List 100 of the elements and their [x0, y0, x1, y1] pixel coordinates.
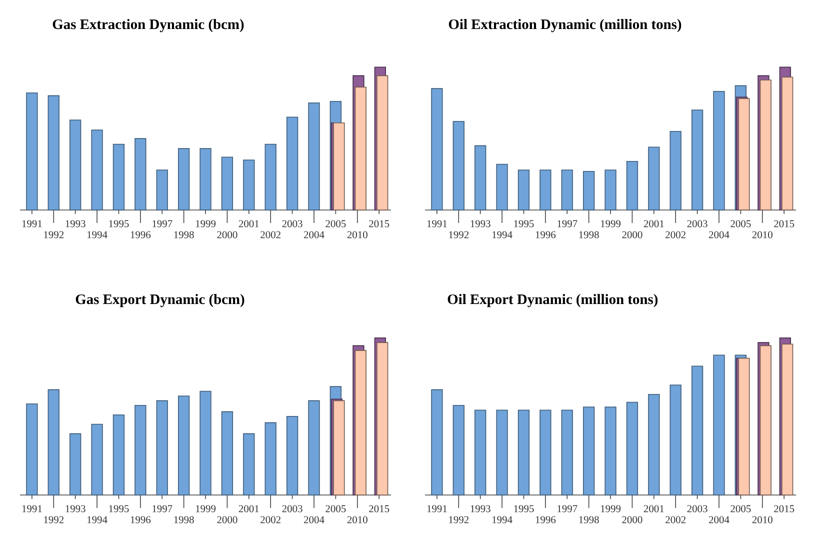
bar [376, 75, 388, 210]
bar [243, 160, 255, 210]
x-tick-label: 1996 [130, 516, 151, 524]
x-tick-label: 2001 [238, 505, 259, 512]
bar [70, 120, 82, 210]
x-tick-label: 2001 [644, 220, 664, 228]
bar [540, 410, 552, 496]
x-tick-label: 2002 [260, 231, 280, 238]
bar [70, 433, 82, 496]
x-tick-label: 2005 [326, 505, 346, 512]
x-tick-label: 1994 [87, 231, 108, 238]
bar [782, 76, 794, 210]
x-tick-label: 1998 [579, 231, 599, 238]
x-tick-label: 1997 [558, 505, 578, 512]
bar [112, 414, 125, 496]
chart-title: Gas Export Dynamic (bcm) [76, 294, 244, 308]
x-tick-label: 2001 [644, 505, 664, 512]
x-tick-label: 2005 [730, 220, 751, 228]
x-tick-label: 2010 [752, 231, 772, 238]
x-tick-label: 2015 [774, 505, 794, 512]
bar [782, 344, 794, 496]
x-tick-label: 1995 [109, 220, 129, 228]
bar [134, 405, 146, 496]
x-tick-label: 2000 [622, 231, 642, 238]
bar [626, 402, 638, 496]
x-tick-label: 1997 [558, 220, 578, 228]
x-tick-label: 1995 [109, 505, 129, 512]
x-tick-label: 1991 [427, 220, 447, 228]
x-tick-label: 1997 [152, 220, 172, 228]
bar [670, 384, 682, 496]
x-tick-label: 1999 [196, 220, 216, 228]
bar [134, 138, 146, 210]
bar [200, 148, 212, 210]
bar [582, 406, 595, 496]
bar [691, 110, 704, 210]
x-tick-label: 2000 [217, 231, 238, 238]
x-tick-label: 1995 [514, 220, 534, 228]
bar [308, 102, 320, 210]
x-tick-label: 2000 [217, 516, 238, 524]
bar [648, 394, 660, 496]
bar [760, 80, 772, 210]
bar [243, 433, 255, 496]
bar [738, 358, 750, 496]
bar [518, 410, 530, 496]
bar [496, 164, 508, 210]
x-tick-label: 1993 [470, 220, 490, 228]
x-tick-label: 1991 [22, 220, 42, 228]
x-tick-label: 2004 [304, 516, 324, 524]
x-tick-label: 2000 [622, 516, 642, 524]
bar [26, 403, 38, 496]
bar [376, 342, 388, 496]
x-tick-label: 1994 [87, 516, 108, 524]
x-tick-label: 1996 [536, 231, 556, 238]
bar [626, 161, 638, 210]
x-tick-label: 2010 [347, 516, 368, 524]
bar [670, 131, 682, 210]
x-tick-label: 2003 [687, 220, 708, 228]
bar [178, 396, 190, 496]
x-tick-label: 2003 [282, 505, 302, 512]
chart-title: Oil Extraction Dynamic (million tons) [448, 18, 682, 32]
x-tick-label: 2002 [666, 231, 686, 238]
bar [221, 411, 234, 496]
x-tick-label: 1998 [174, 231, 194, 238]
x-tick-label: 2001 [238, 220, 259, 228]
x-tick-label: 1992 [44, 231, 64, 238]
x-tick-label: 1993 [66, 220, 86, 228]
bar [713, 91, 725, 210]
x-tick-label: 2004 [708, 231, 730, 238]
x-tick-label: 1995 [514, 505, 534, 512]
bar [91, 130, 103, 210]
bar [561, 410, 573, 496]
bar [582, 171, 595, 210]
bar [286, 416, 298, 496]
bar [26, 92, 38, 210]
bar [604, 170, 616, 210]
x-tick-label: 1992 [449, 231, 469, 238]
bar [496, 410, 508, 496]
bar [354, 86, 366, 210]
bar [286, 116, 298, 210]
bar [333, 400, 345, 496]
x-tick-label: 1991 [22, 505, 42, 512]
bar [431, 389, 443, 496]
bar [112, 144, 125, 210]
bar [518, 170, 530, 210]
bar [156, 170, 168, 210]
x-tick-label: 1996 [130, 231, 151, 238]
bar [452, 405, 464, 496]
x-tick-label: 1992 [44, 516, 64, 524]
x-tick-label: 1998 [174, 516, 194, 524]
bar [474, 145, 486, 210]
bar [540, 170, 552, 210]
x-tick-label: 2015 [774, 220, 794, 228]
bar [452, 121, 464, 210]
x-tick-label: 2015 [369, 505, 390, 512]
bar [648, 146, 660, 210]
x-tick-label: 1998 [579, 516, 599, 524]
bar [474, 410, 486, 496]
bar [308, 400, 320, 496]
bar [713, 354, 725, 496]
x-tick-label: 1993 [470, 505, 490, 512]
